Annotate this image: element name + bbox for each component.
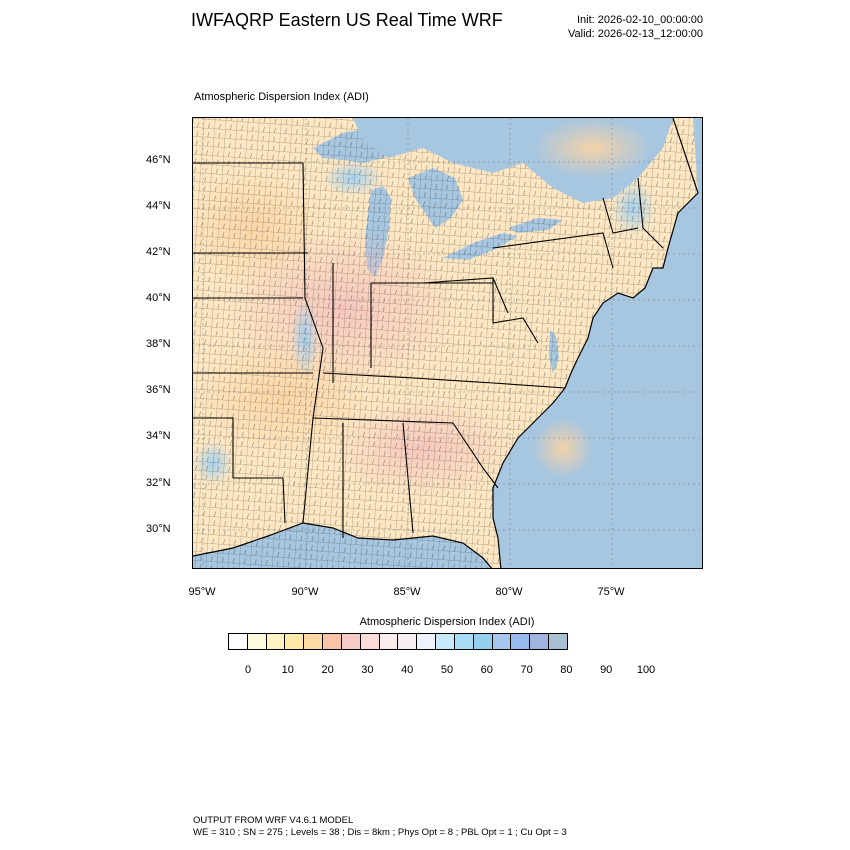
state-borders xyxy=(193,162,664,538)
lat-label-40: 40°N xyxy=(146,292,171,304)
lon-label-75: 75°W xyxy=(597,586,625,598)
lat-label-34: 34°N xyxy=(146,430,171,442)
lat-label-32: 32°N xyxy=(146,477,171,489)
init-time: Init: 2026-02-10_00:00:00 xyxy=(577,14,703,26)
lat-label-30: 30°N xyxy=(146,523,171,535)
colorbar-swatch xyxy=(246,633,267,650)
colorbar-tick-label: 20 xyxy=(321,664,334,676)
colorbar-tick-label: 40 xyxy=(401,664,414,676)
colorbar-swatch xyxy=(397,633,418,650)
adi-warm-atlantic xyxy=(533,418,593,478)
footer-line-1: OUTPUT FROM WRF V4.6.1 MODEL xyxy=(193,815,354,826)
colorbar-tick-label: 50 xyxy=(440,664,454,676)
valid-time: Valid: 2026-02-13_12:00:00 xyxy=(568,28,703,40)
lon-label-80: 80°W xyxy=(495,586,523,598)
colorbar-tick-label: 0 xyxy=(244,664,252,676)
colorbar-tick-label: 100 xyxy=(636,664,656,676)
colorbar-swatch xyxy=(303,633,324,650)
colorbar-tick-label: 30 xyxy=(361,664,374,676)
lat-label-42: 42°N xyxy=(146,246,171,258)
chart-title: IWFAQRP Eastern US Real Time WRF xyxy=(191,10,503,30)
colorbar-swatch xyxy=(548,633,568,650)
lon-label-90: 90°W xyxy=(291,586,319,598)
colorbar-tick-label: 60 xyxy=(480,664,493,676)
adi-map xyxy=(192,117,703,569)
colorbar-swatch xyxy=(529,633,550,650)
colorbar-swatch xyxy=(416,633,437,650)
colorbar xyxy=(228,633,568,651)
map-canvas xyxy=(193,118,702,568)
lat-label-44: 44°N xyxy=(146,200,171,212)
lat-label-38: 38°N xyxy=(146,338,171,350)
coastline xyxy=(193,118,699,568)
lat-label-46: 46°N xyxy=(146,154,171,166)
model-footer: OUTPUT FROM WRF V4.6.1 MODEL WE = 310 ; … xyxy=(193,815,567,839)
lat-label-36: 36°N xyxy=(146,384,171,396)
colorbar-swatch xyxy=(340,633,361,650)
colorbar-swatch xyxy=(491,633,512,650)
colorbar-tick-label: 80 xyxy=(560,664,573,676)
map-subtitle: Atmospheric Dispersion Index (ADI) xyxy=(194,91,369,103)
colorbar-swatch xyxy=(265,633,286,650)
colorbar-swatch xyxy=(472,633,493,650)
colorbar-swatch xyxy=(510,633,531,650)
colorbar-swatch xyxy=(378,633,399,650)
colorbar-swatch xyxy=(322,633,342,650)
footer-line-2: WE = 310 ; SN = 275 ; Levels = 38 ; Dis … xyxy=(193,827,567,838)
colorbar-swatch xyxy=(453,633,474,650)
run-times: Init: 2026-02-10_00:00:00 Valid: 2026-02… xyxy=(568,13,703,41)
adi-warm-canada xyxy=(533,118,653,178)
lon-label-85: 85°W xyxy=(393,586,421,598)
lon-label-95: 95°W xyxy=(188,586,216,598)
colorbar-swatch xyxy=(228,633,248,650)
colorbar-title: Atmospheric Dispersion Index (ADI) xyxy=(359,616,535,628)
graticule xyxy=(193,118,702,568)
colorbar-tick-label: 70 xyxy=(520,664,533,676)
colorbar-tick-label: 90 xyxy=(600,664,613,676)
colorbar-swatch xyxy=(284,633,305,650)
colorbar-tick-label: 10 xyxy=(281,664,294,676)
colorbar-swatch xyxy=(435,633,455,650)
colorbar-swatch xyxy=(359,633,380,650)
